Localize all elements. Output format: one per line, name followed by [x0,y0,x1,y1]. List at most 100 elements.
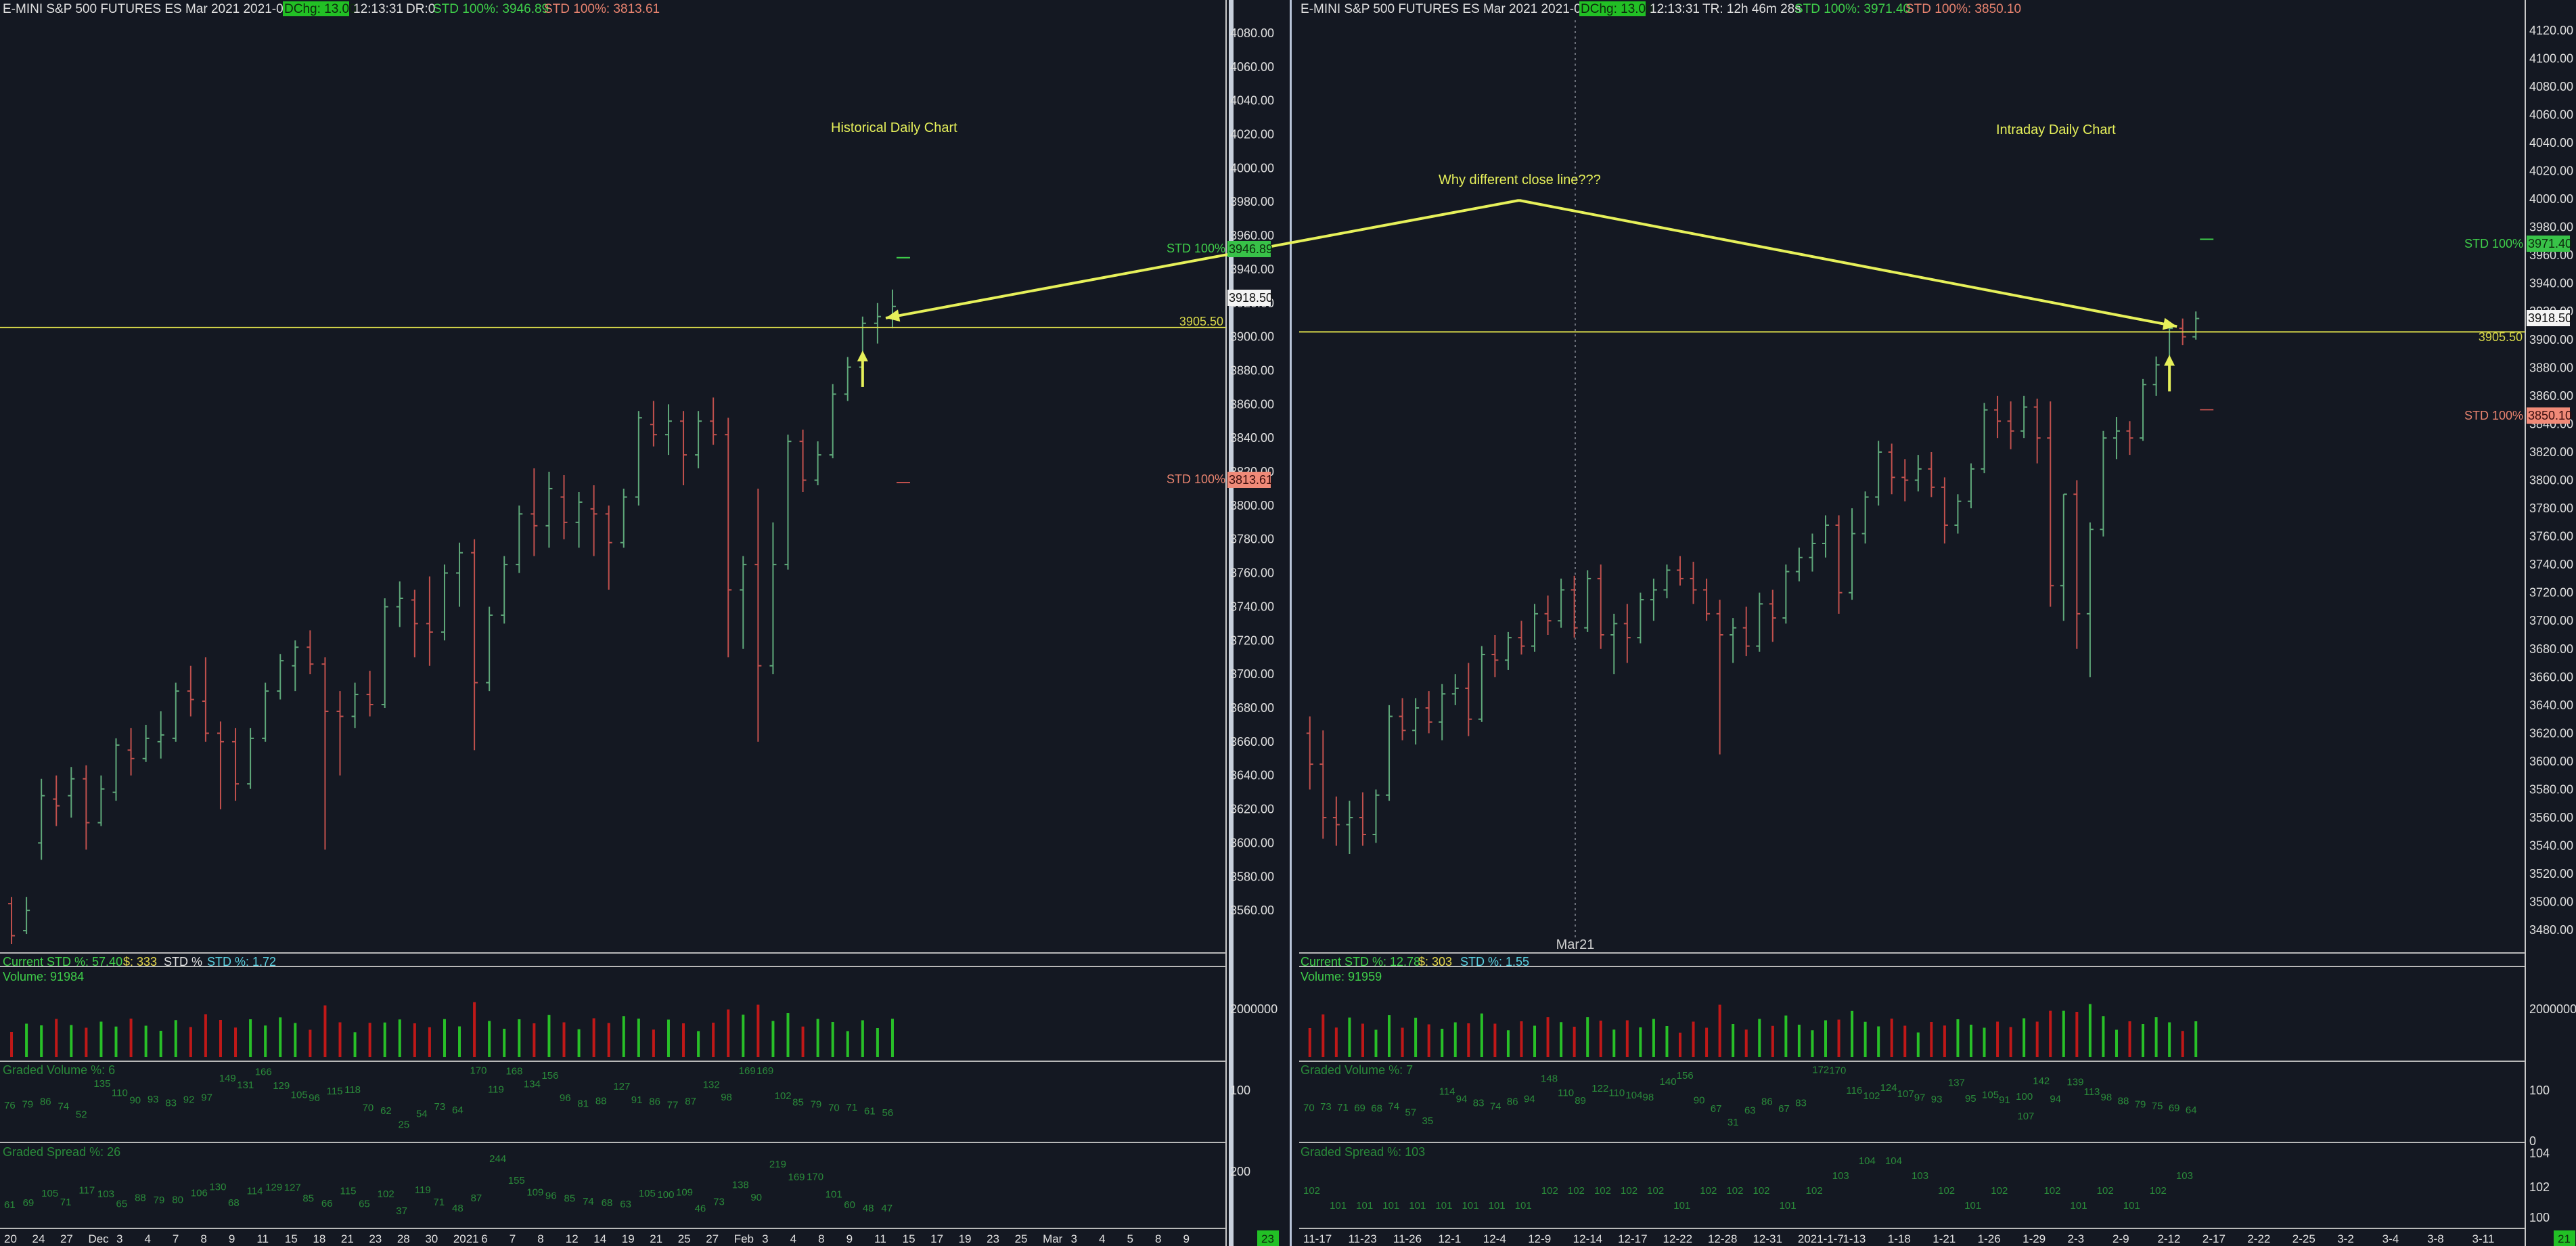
ohlc-bar[interactable] [1703,578,1711,621]
ohlc-bar[interactable] [888,289,896,329]
ohlc-bar[interactable] [1782,564,1790,624]
ohlc-bar[interactable] [53,775,60,826]
ohlc-bar[interactable] [1623,604,1631,663]
ohlc-bar[interactable] [1346,801,1353,855]
ohlc-bar[interactable] [142,724,150,762]
ohlc-bar[interactable] [2020,395,2028,439]
ohlc-bar[interactable] [2112,417,2120,460]
ohlc-bar[interactable] [1359,792,1366,846]
ohlc-bar[interactable] [262,682,269,742]
ohlc-bar[interactable] [321,657,329,850]
ohlc-bar[interactable] [456,542,464,607]
ohlc-bar[interactable] [1610,613,1618,675]
ohlc-bar[interactable] [829,384,836,459]
ohlc-bar[interactable] [1491,635,1499,677]
ohlc-bar[interactable] [1901,459,1909,502]
left-date-axis[interactable]: 20 24 27 Dec 3 4 7 8 9 11 15 18 21 23 28 30 2021 6 7 8 12 14 1… [4,1232,1190,1245]
ohlc-bar[interactable] [725,418,732,658]
ohlc-bar[interactable] [1994,395,2002,439]
ohlc-bar[interactable] [1914,455,1922,492]
ohlc-bar[interactable] [232,728,240,801]
ohlc-bar[interactable] [740,556,747,649]
ohlc-bar[interactable] [1637,592,1644,644]
ohlc-bar[interactable] [127,728,135,776]
ohlc-bar[interactable] [1319,730,1327,839]
ohlc-bar[interactable] [172,682,179,742]
ohlc-bar[interactable] [516,505,523,573]
ohlc-bar[interactable] [1677,556,1684,586]
ohlc-bar[interactable] [1372,789,1380,843]
ohlc-bar[interactable] [560,475,568,539]
ohlc-bar[interactable] [381,598,388,709]
ohlc-bar[interactable] [1769,589,1776,642]
ohlc-bar[interactable] [664,404,672,455]
ohlc-bar[interactable] [83,765,90,850]
ohlc-bar[interactable] [650,401,657,447]
ohlc-bar[interactable] [710,397,717,445]
ohlc-bar[interactable] [2152,356,2160,396]
ohlc-bar[interactable] [187,665,194,717]
ohlc-bar[interactable] [1849,508,1856,600]
right-ohlc-bars[interactable] [1306,311,2200,855]
ohlc-bar[interactable] [1888,443,1895,495]
ohlc-bar[interactable] [292,640,299,692]
ohlc-bar[interactable] [2060,493,2067,621]
ohlc-bar[interactable] [590,485,597,556]
ohlc-bar[interactable] [1584,570,1591,632]
ohlc-bar[interactable] [2086,522,2094,677]
ohlc-bar[interactable] [396,581,403,627]
ohlc-bar[interactable] [2192,311,2200,340]
ohlc-bar[interactable] [1650,578,1657,621]
ohlc-bar[interactable] [97,775,105,826]
ohlc-bar[interactable] [799,429,807,492]
ohlc-bar[interactable] [1795,548,1803,582]
ohlc-bar[interactable] [1756,592,1763,652]
ohlc-bar[interactable] [307,630,314,675]
ohlc-bar[interactable] [680,411,687,485]
ohlc-bar[interactable] [440,564,448,641]
ohlc-bar[interactable] [471,539,478,751]
ohlc-bar[interactable] [620,488,627,548]
ohlc-bar[interactable] [1742,606,1750,657]
ohlc-bar[interactable] [754,488,762,742]
ohlc-bar[interactable] [38,778,45,860]
ohlc-bar[interactable] [2033,399,2041,464]
ohlc-bar[interactable] [1386,705,1393,801]
ohlc-bar[interactable] [8,897,16,944]
ohlc-bar[interactable] [1558,578,1565,628]
ohlc-bar[interactable] [1412,698,1420,745]
ohlc-bar[interactable] [2047,401,2054,607]
panel-divider[interactable] [1229,0,1234,1246]
ohlc-bar[interactable] [2073,480,2081,649]
ohlc-bar[interactable] [486,606,493,692]
ohlc-bar[interactable] [2126,421,2133,455]
right-price-axis[interactable]: 3480.00 3500.00 3520.00 3540.00 3560.00 3580.… [2529,24,2573,937]
ohlc-bar[interactable] [1716,600,1723,755]
ohlc-bar[interactable] [411,589,418,658]
ohlc-bar[interactable] [2140,378,2147,441]
ohlc-bar[interactable] [501,556,508,624]
ohlc-bar[interactable] [1954,494,1962,534]
ohlc-bar[interactable] [1399,698,1406,740]
ohlc-bar[interactable] [1531,604,1539,652]
ohlc-bar[interactable] [575,491,583,548]
ohlc-bar[interactable] [157,711,164,759]
ohlc-bar[interactable] [1967,463,1974,509]
ohlc-bar[interactable] [277,654,284,700]
right-date-axis[interactable]: 11-17 11-23 11-26 12-1 12-4 12-9 12-14 12-17 12-… [1303,1232,2494,1245]
ohlc-bar[interactable] [1730,618,1737,663]
ohlc-bar[interactable] [1690,561,1697,604]
ohlc-bar[interactable] [1544,595,1552,635]
ohlc-bar[interactable] [1451,674,1459,705]
ohlc-bar[interactable] [247,728,254,789]
ohlc-bar[interactable] [351,682,359,728]
ohlc-bar[interactable] [1861,491,1869,543]
ohlc-bar[interactable] [217,721,224,809]
ohlc-bar[interactable] [635,411,642,506]
ohlc-bar[interactable] [1571,575,1578,638]
ohlc-bar[interactable] [1928,451,1935,497]
ohlc-bar[interactable] [1439,684,1446,740]
ohlc-bar[interactable] [530,468,538,556]
ohlc-bar[interactable] [23,897,30,935]
ohlc-bar[interactable] [844,357,851,401]
